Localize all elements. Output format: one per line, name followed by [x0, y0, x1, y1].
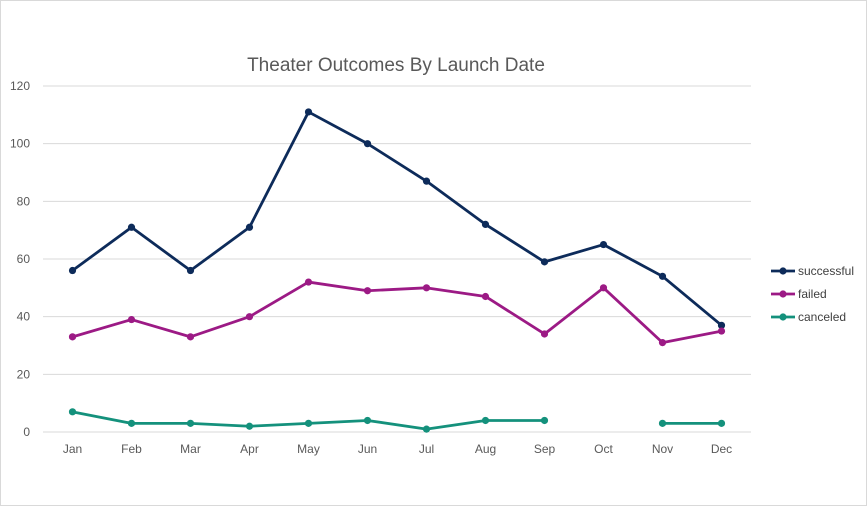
data-point-successful — [599, 240, 608, 249]
data-point-failed — [304, 278, 313, 286]
legend-marker — [779, 267, 787, 275]
gridlines — [43, 85, 751, 433]
legend-label: failed — [798, 287, 827, 301]
legend-label: canceled — [798, 310, 846, 324]
data-point-failed — [186, 333, 195, 341]
series-line-successful — [71, 110, 723, 327]
y-tick-label: 0 — [23, 425, 30, 439]
data-point-canceled — [186, 419, 195, 427]
data-point-successful — [481, 220, 490, 228]
series-failed — [68, 278, 726, 347]
x-axis-ticks: Jan Feb Mar Apr May Jun Jul Aug Sep Oct Nov Dec — [63, 442, 732, 456]
data-point-failed — [540, 330, 549, 338]
legend-label: successful — [798, 264, 854, 278]
chart-title: Theater Outcomes By Launch Date — [247, 55, 545, 76]
data-point-canceled — [363, 416, 372, 425]
data-point-successful — [245, 223, 254, 231]
legend: successful failed canceled — [771, 264, 854, 324]
series-canceled — [68, 408, 726, 433]
series-successful — [68, 108, 726, 329]
y-tick-label: 40 — [17, 310, 31, 324]
data-point-canceled — [540, 416, 549, 425]
legend-item-canceled: canceled — [771, 310, 846, 324]
x-tick-label: Feb — [121, 442, 142, 456]
data-point-successful — [540, 258, 549, 266]
data-point-successful — [127, 223, 136, 231]
data-point-failed — [481, 292, 490, 301]
data-point-successful — [658, 272, 667, 280]
data-point-failed — [363, 287, 372, 295]
data-point-failed — [245, 313, 254, 321]
legend-marker — [779, 313, 787, 321]
data-point-successful — [68, 266, 77, 275]
data-point-canceled — [717, 419, 726, 427]
legend-marker — [779, 290, 787, 298]
data-point-failed — [658, 339, 667, 347]
x-tick-label: Oct — [594, 442, 613, 456]
x-tick-label: Sep — [534, 442, 556, 456]
y-tick-label: 120 — [10, 79, 30, 93]
y-tick-label: 80 — [17, 194, 31, 208]
series-line-failed — [71, 280, 723, 345]
legend-item-successful: successful — [771, 264, 854, 278]
x-tick-label: Jun — [358, 442, 377, 456]
x-tick-label: Apr — [240, 442, 259, 456]
data-point-failed — [127, 315, 136, 324]
data-point-successful — [422, 177, 431, 185]
x-tick-label: Aug — [475, 442, 496, 456]
x-tick-label: May — [297, 442, 320, 456]
data-point-canceled — [422, 425, 431, 433]
data-point-failed — [68, 333, 77, 341]
x-tick-label: Mar — [180, 442, 201, 456]
data-point-canceled — [245, 422, 254, 430]
data-point-canceled — [658, 419, 667, 427]
data-point-failed — [422, 284, 431, 292]
data-point-canceled — [304, 419, 313, 427]
data-point-successful — [717, 321, 726, 329]
legend-item-failed: failed — [771, 287, 827, 301]
y-tick-label: 100 — [10, 137, 30, 151]
x-tick-label: Nov — [652, 442, 673, 456]
y-axis-ticks: 0 20 40 60 80 100 120 — [10, 79, 30, 439]
y-tick-label: 20 — [17, 367, 31, 381]
data-point-failed — [717, 327, 726, 335]
data-point-canceled — [127, 419, 136, 427]
x-tick-label: Jan — [63, 442, 82, 456]
data-point-successful — [363, 140, 372, 148]
y-tick-label: 60 — [17, 252, 31, 266]
data-point-failed — [599, 284, 608, 292]
data-point-successful — [304, 108, 313, 116]
series-lines — [68, 108, 726, 433]
data-point-successful — [186, 266, 195, 275]
data-point-canceled — [68, 408, 77, 416]
data-point-canceled — [481, 416, 490, 425]
x-tick-label: Dec — [711, 442, 732, 456]
x-tick-label: Jul — [419, 442, 434, 456]
